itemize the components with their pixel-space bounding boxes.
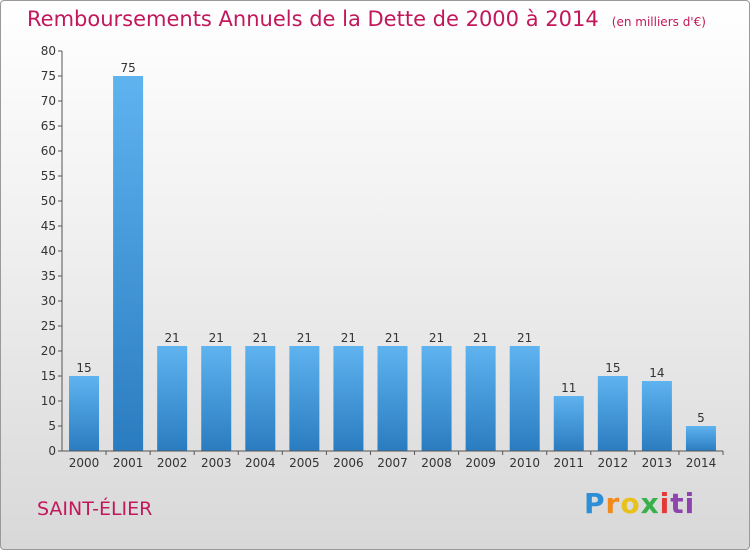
bar [69,376,100,451]
x-tick-label: 2011 [553,456,584,470]
bars: 15 75 21 21 21 21 21 21 21 21 21 11 15 14 5 [69,61,716,451]
y-tick-label: 45 [41,219,56,233]
data-label: 21 [209,331,224,345]
x-tick-label: 2000 [69,456,100,470]
y-tick-label: 80 [41,44,56,58]
bar [377,346,408,451]
data-label: 75 [120,61,135,75]
bar [509,346,540,451]
bar [553,396,584,451]
x-tick-label: 2013 [642,456,673,470]
chart-title: Remboursements Annuels de la Dette de 20… [27,7,599,31]
data-label: 5 [697,411,705,425]
bar [113,76,144,451]
logo-letter: P [584,487,606,520]
proxiti-logo: Proxiti [584,487,695,520]
data-label: 21 [429,331,444,345]
bar [333,346,364,451]
y-tick-label: 0 [48,444,56,458]
x-tick-label: 2008 [421,456,452,470]
logo-letter: i [659,487,671,520]
x-tick-label: 2002 [157,456,188,470]
y-tick-label: 75 [41,69,56,83]
bar [641,381,672,451]
y-tick-label: 15 [41,369,56,383]
data-label: 15 [76,361,91,375]
y-tick-label: 60 [41,144,56,158]
data-label: 21 [385,331,400,345]
data-label: 21 [517,331,532,345]
data-label: 11 [561,381,576,395]
x-tick-label: 2001 [113,456,144,470]
x-tick-label: 2003 [201,456,232,470]
bar [201,346,232,451]
logo-letter: o [620,487,641,520]
data-label: 21 [253,331,268,345]
bar [289,346,320,451]
y-tick-label: 10 [41,394,56,408]
x-tick-label: 2007 [377,456,408,470]
data-label: 21 [473,331,488,345]
bar [245,346,276,451]
x-tick-label: 2010 [509,456,540,470]
bar [157,346,188,451]
x-tick-label: 2012 [598,456,629,470]
data-label: 14 [649,366,664,380]
y-tick-label: 50 [41,194,56,208]
y-tick-label: 20 [41,344,56,358]
x-tick-label: 2006 [333,456,364,470]
data-label: 21 [297,331,312,345]
y-tick-label: 25 [41,319,56,333]
y-axis: 0 5 10 15 20 25 30 35 40 45 50 55 60 65 70 75 80 [41,44,63,458]
bar [685,426,716,451]
y-tick-label: 70 [41,94,56,108]
y-tick-label: 40 [41,244,56,258]
y-tick-label: 35 [41,269,56,283]
y-tick-label: 55 [41,169,56,183]
x-tick-label: 2004 [245,456,276,470]
x-axis: 2000 2001 2002 2003 2004 2005 2006 2007 2008 2009… [62,450,724,470]
logo-letter: r [605,487,621,520]
bar [597,376,628,451]
logo-letter: x [640,487,660,520]
commune-name: SAINT-ÉLIER [37,498,153,520]
y-tick-label: 30 [41,294,56,308]
data-label: 21 [341,331,356,345]
y-tick-label: 5 [48,419,56,433]
x-tick-label: 2014 [686,456,717,470]
chart-subtitle: (en milliers d'€) [611,15,706,29]
logo-letter: ti [670,487,696,520]
bar [465,346,496,451]
title-row: Remboursements Annuels de la Dette de 20… [27,7,706,31]
y-tick-label: 65 [41,119,56,133]
data-label: 21 [165,331,180,345]
bar [421,346,452,451]
data-label: 15 [605,361,620,375]
x-tick-label: 2009 [465,456,496,470]
x-tick-label: 2005 [289,456,320,470]
